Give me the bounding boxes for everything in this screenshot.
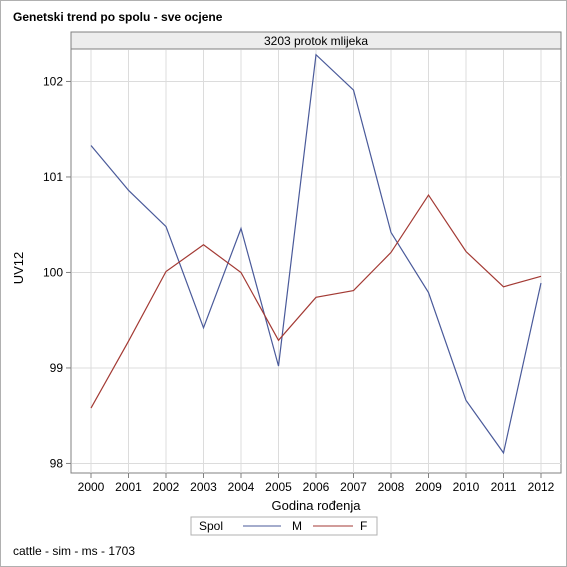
x-tick-label: 2003 — [190, 480, 217, 494]
x-tick-label: 2001 — [115, 480, 142, 494]
y-tick-label: 101 — [43, 170, 63, 184]
series-line-m — [90, 53, 542, 455]
x-tick-label: 2002 — [153, 480, 180, 494]
grid — [72, 50, 561, 473]
panel-label: 3203 protok mlijeka — [264, 34, 368, 48]
y-tick-label: 100 — [43, 265, 63, 279]
x-tick-label: 2010 — [453, 480, 480, 494]
x-tick-label: 2004 — [228, 480, 255, 494]
y-tick-label: 99 — [50, 361, 64, 375]
x-tick-label: 2009 — [415, 480, 442, 494]
x-tick-label: 2008 — [378, 480, 405, 494]
y-tick-label: 102 — [43, 74, 63, 88]
legend-title: Spol — [199, 519, 223, 533]
x-axis: 2000 2001 2002 2003 2004 2005 2006 2007 2008 2009… — [78, 473, 555, 494]
legend: Spol M F — [190, 516, 378, 536]
footnote: cattle - sim - ms - 1703 — [13, 544, 136, 558]
x-tick-label: 2007 — [340, 480, 367, 494]
y-axis-label: UV12 — [11, 252, 26, 285]
x-tick-label: 2006 — [303, 480, 330, 494]
series-lines — [90, 53, 542, 455]
legend-label-f: F — [360, 519, 367, 533]
chart-title: Genetski trend po spolu - sve ocjene — [13, 10, 223, 24]
legend-label-m: M — [292, 519, 302, 533]
x-axis-label: Godina rođenja — [272, 498, 362, 513]
x-tick-label: 2011 — [491, 480, 517, 494]
x-tick-label: 2005 — [265, 480, 292, 494]
y-axis: 98 99 100 101 102 — [43, 74, 71, 470]
legend-box — [190, 516, 378, 536]
y-tick-label: 98 — [50, 456, 64, 470]
x-tick-label: 2012 — [528, 480, 555, 494]
series-line-f — [90, 194, 542, 409]
x-tick-label: 2000 — [78, 480, 105, 494]
